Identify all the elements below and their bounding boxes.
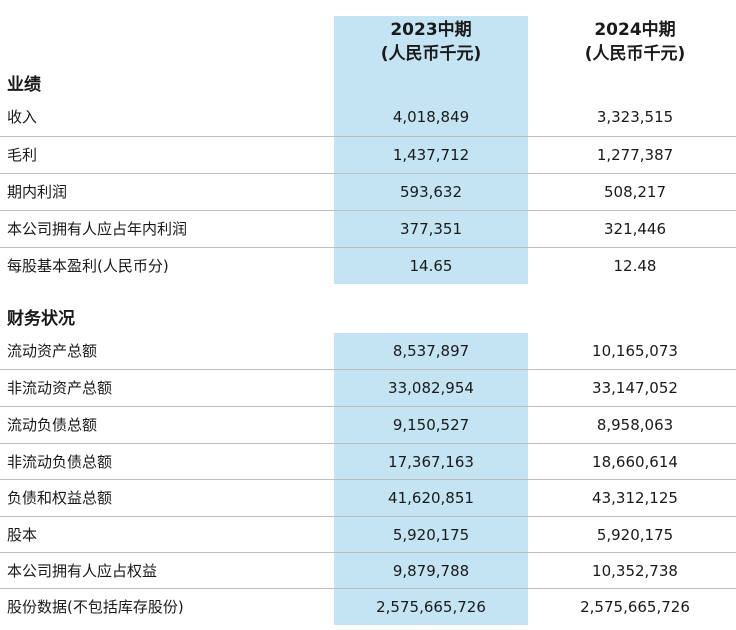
value-2024: 10,165,073 — [592, 342, 678, 360]
row-divider — [0, 552, 736, 553]
row-label: 非流动负债总额 — [7, 453, 113, 471]
row-divider — [0, 210, 736, 211]
value-2024: 33,147,052 — [592, 379, 678, 397]
value-2023: 2,575,665,726 — [376, 598, 486, 616]
value-2023: 1,437,712 — [392, 146, 470, 164]
table-row: 每股基本盈利(人民币分) 14.65 12.48 — [0, 248, 736, 284]
value-2023: 8,537,897 — [392, 342, 470, 360]
value-2024: 2,575,665,726 — [580, 598, 690, 616]
value-2023: 9,879,788 — [392, 562, 470, 580]
value-2023: 377,351 — [399, 220, 463, 238]
row-label: 流动负债总额 — [7, 416, 98, 434]
value-2024: 5,920,175 — [596, 526, 674, 544]
table-row: 流动负债总额 9,150,527 8,958,063 — [0, 407, 736, 443]
row-label: 流动资产总额 — [7, 342, 98, 360]
table-row: 本公司拥有人应占权益 9,879,788 10,352,738 — [0, 553, 736, 589]
value-2024: 10,352,738 — [592, 562, 678, 580]
value-2024: 508,217 — [603, 183, 667, 201]
value-2023: 593,632 — [399, 183, 463, 201]
value-2023: 41,620,851 — [388, 489, 474, 507]
row-label: 股份数据(不包括库存股份) — [7, 598, 184, 616]
table-row: 股份数据(不包括库存股份) 2,575,665,726 2,575,665,72… — [0, 589, 736, 625]
row-label: 负债和权益总额 — [7, 489, 113, 507]
row-label: 收入 — [7, 108, 38, 126]
row-divider — [0, 247, 736, 248]
row-divider — [0, 516, 736, 517]
row-divider — [0, 406, 736, 407]
row-label: 期内利润 — [7, 183, 68, 201]
section-title-financial-position: 财务状况 — [7, 309, 75, 329]
row-label: 本公司拥有人应占权益 — [7, 562, 158, 580]
table-row: 收入 4,018,849 3,323,515 — [0, 99, 736, 135]
value-2023: 14.65 — [409, 257, 453, 275]
table-row: 股本 5,920,175 5,920,175 — [0, 517, 736, 553]
table-row: 期内利润 593,632 508,217 — [0, 174, 736, 210]
value-2023: 33,082,954 — [388, 379, 474, 397]
value-2024: 12.48 — [613, 257, 657, 275]
row-divider — [0, 588, 736, 589]
table-row: 非流动资产总额 33,082,954 33,147,052 — [0, 370, 736, 406]
row-divider — [0, 136, 736, 137]
row-divider — [0, 369, 736, 370]
row-label: 非流动资产总额 — [7, 379, 113, 397]
row-divider — [0, 443, 736, 444]
column-header-2024-unit: (人民币千元) — [584, 44, 686, 64]
column-header-2023-year: 2023中期 — [390, 20, 472, 40]
column-header-2024: 2024中期 (人民币千元) — [538, 18, 732, 66]
row-divider — [0, 479, 736, 480]
column-header-2023: 2023中期 (人民币千元) — [334, 18, 528, 66]
column-header-2023-unit: (人民币千元) — [380, 44, 482, 64]
row-label: 每股基本盈利(人民币分) — [7, 257, 169, 275]
table-row: 本公司拥有人应占年内利润 377,351 321,446 — [0, 211, 736, 247]
value-2024: 43,312,125 — [592, 489, 678, 507]
value-2023: 4,018,849 — [392, 108, 470, 126]
value-2024: 321,446 — [603, 220, 667, 238]
value-2024: 1,277,387 — [596, 146, 674, 164]
section-title-performance: 业绩 — [7, 75, 41, 95]
table-row: 流动资产总额 8,537,897 10,165,073 — [0, 333, 736, 369]
highlight-column-2023-performance — [334, 16, 528, 284]
value-2024: 3,323,515 — [596, 108, 674, 126]
row-label: 毛利 — [7, 146, 38, 164]
value-2023: 9,150,527 — [392, 416, 470, 434]
table-row: 非流动负债总额 17,367,163 18,660,614 — [0, 444, 736, 480]
value-2024: 8,958,063 — [596, 416, 674, 434]
value-2023: 17,367,163 — [388, 453, 474, 471]
row-label: 本公司拥有人应占年内利润 — [7, 220, 188, 238]
column-header-2024-year: 2024中期 — [594, 20, 676, 40]
value-2023: 5,920,175 — [392, 526, 470, 544]
row-divider — [0, 173, 736, 174]
row-label: 股本 — [7, 526, 38, 544]
table-row: 毛利 1,437,712 1,277,387 — [0, 137, 736, 173]
value-2024: 18,660,614 — [592, 453, 678, 471]
table-row: 负债和权益总额 41,620,851 43,312,125 — [0, 480, 736, 516]
